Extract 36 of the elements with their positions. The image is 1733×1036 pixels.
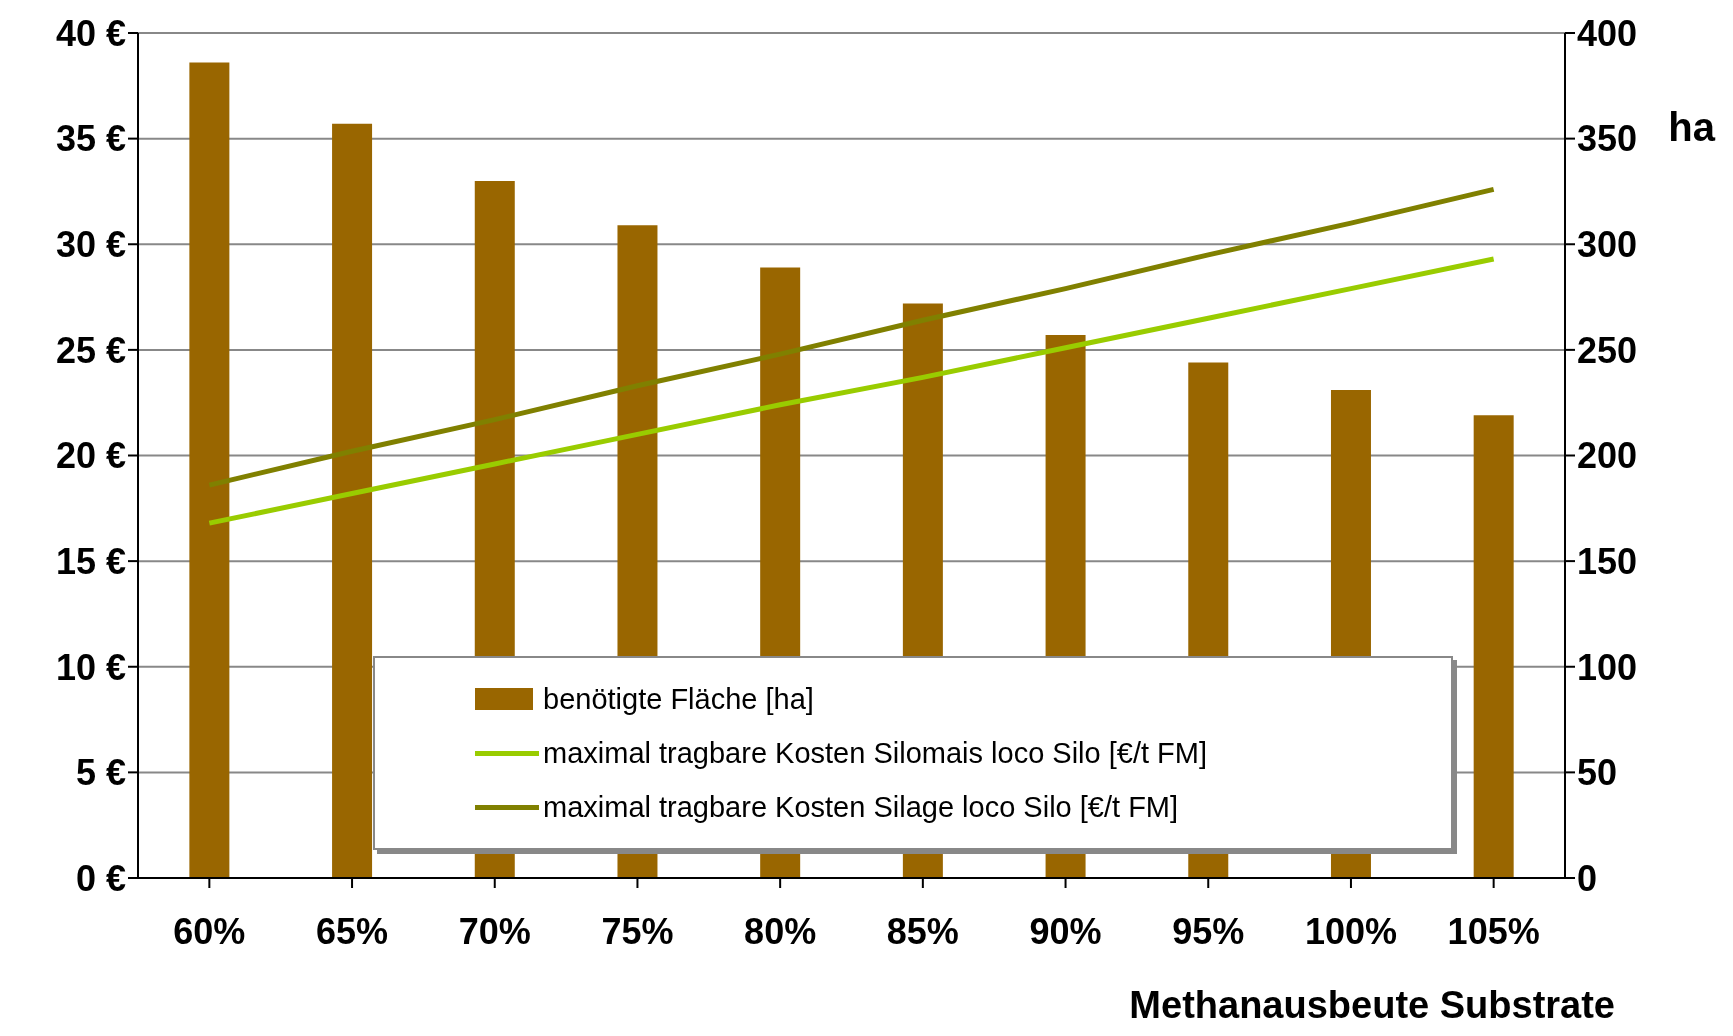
y-tick-label: 15 € [55,540,126,582]
legend-label: maximal tragbare Kosten Silomais loco Silo [€/t FM] [543,736,1208,770]
y2-tick-label: 300 [1577,224,1638,266]
y-tick-label: 20 € [55,435,126,477]
y-tick-label: 5 € [75,752,126,794]
x-tick-label: 95% [1172,910,1245,952]
x-tick-label: 60% [173,910,246,952]
y2-axis-title: ha [1668,105,1716,150]
x-tick-label: 65% [316,910,389,952]
y-tick-label: 25 € [55,329,126,371]
bar [1473,415,1514,878]
bar [189,62,230,878]
y-tick-label: 10 € [55,646,126,688]
x-tick-label: 70% [458,910,531,952]
x-axis-title: Methanausbeute Substrate [1129,984,1615,1026]
x-tick-label: 100% [1304,910,1397,952]
y2-tick-label: 50 [1577,752,1618,794]
y-tick-label: 30 € [55,224,126,266]
bar [332,123,373,878]
x-tick-label: 105% [1447,910,1540,952]
x-tick-label: 80% [744,910,817,952]
y2-tick-label: 250 [1577,329,1638,371]
x-tick-label: 85% [886,910,959,952]
y2-tick-label: 200 [1577,435,1638,477]
y-tick-label: 40 € [55,12,126,54]
y2-tick-label: 350 [1577,118,1638,160]
x-tick-label: 75% [601,910,674,952]
y2-tick-label: 100 [1577,646,1638,688]
y2-tick-label: 150 [1577,540,1638,582]
legend-label: benötigte Fläche [ha] [543,682,814,716]
y-tick-label: 0 € [75,857,126,899]
y2-tick-label: 0 [1577,857,1598,899]
y-tick-label: 35 € [55,118,126,160]
y2-tick-label: 400 [1577,12,1638,54]
x-tick-label: 90% [1029,910,1102,952]
legend-label: maximal tragbare Kosten Silage loco Silo [€/t FM] [543,790,1179,824]
